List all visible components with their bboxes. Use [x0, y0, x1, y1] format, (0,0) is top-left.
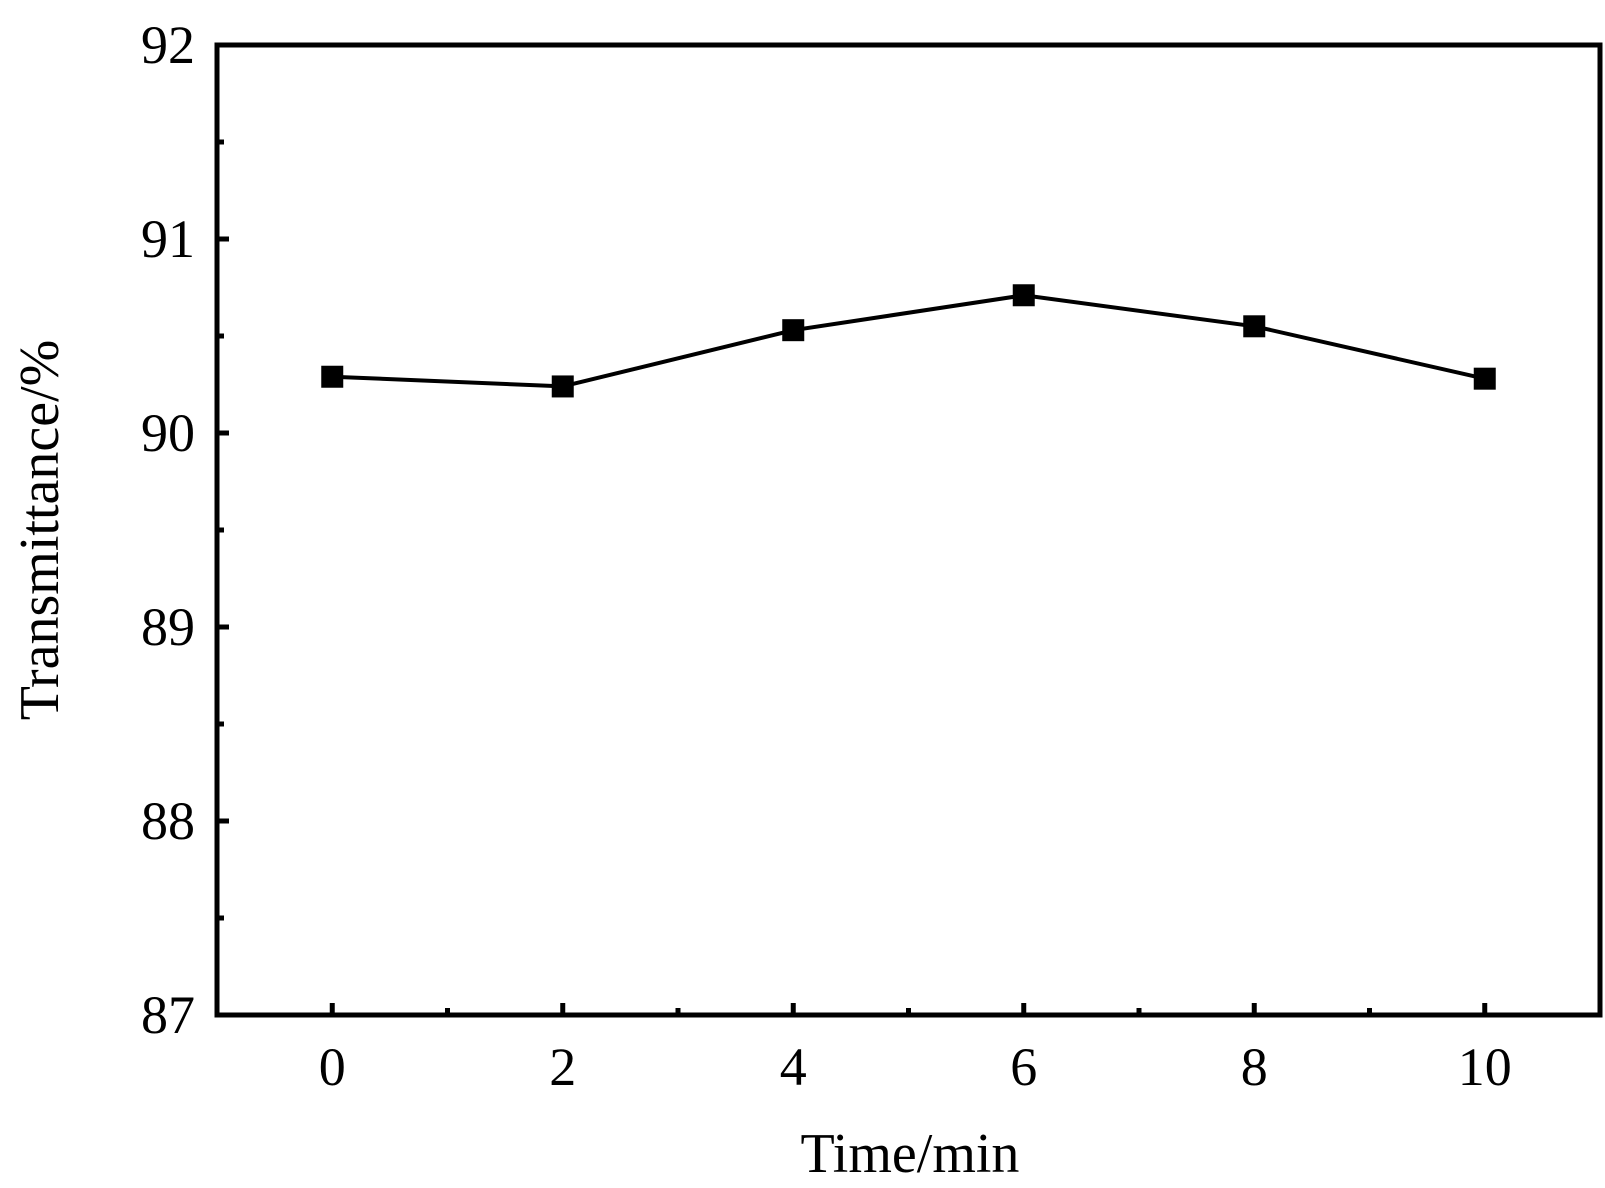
- y-axis-title: Transmittance/%: [9, 340, 71, 721]
- series-layer: [321, 284, 1496, 398]
- y-tick-label: 92: [141, 15, 195, 75]
- y-tick-label: 88: [141, 791, 195, 851]
- data-point-marker: [782, 319, 805, 342]
- x-axis-title: Time/min: [801, 1123, 1020, 1185]
- y-tick-label: 87: [141, 985, 195, 1045]
- data-point-marker: [321, 365, 344, 388]
- data-point-marker: [1012, 284, 1035, 307]
- x-tick-label: 0: [319, 1037, 346, 1097]
- x-tick-label: 2: [549, 1037, 576, 1097]
- x-tick-label: 6: [1010, 1037, 1037, 1097]
- y-tick-label: 91: [141, 209, 195, 269]
- y-tick-label: 90: [141, 403, 195, 463]
- x-tick-label: 8: [1241, 1037, 1268, 1097]
- y-axis-ticks: 87 88 89 90 91 92: [141, 15, 229, 1045]
- x-axis-ticks: 0 2 4 6 8 10: [319, 1003, 1512, 1097]
- plot-frame: [214, 42, 1603, 1018]
- x-tick-label: 10: [1458, 1037, 1512, 1097]
- data-point-marker: [551, 375, 574, 398]
- data-point-marker: [1243, 315, 1266, 338]
- y-tick-label: 89: [141, 597, 195, 657]
- data-point-marker: [1473, 367, 1496, 390]
- series-line: [332, 293, 1486, 389]
- x-tick-label: 4: [780, 1037, 807, 1097]
